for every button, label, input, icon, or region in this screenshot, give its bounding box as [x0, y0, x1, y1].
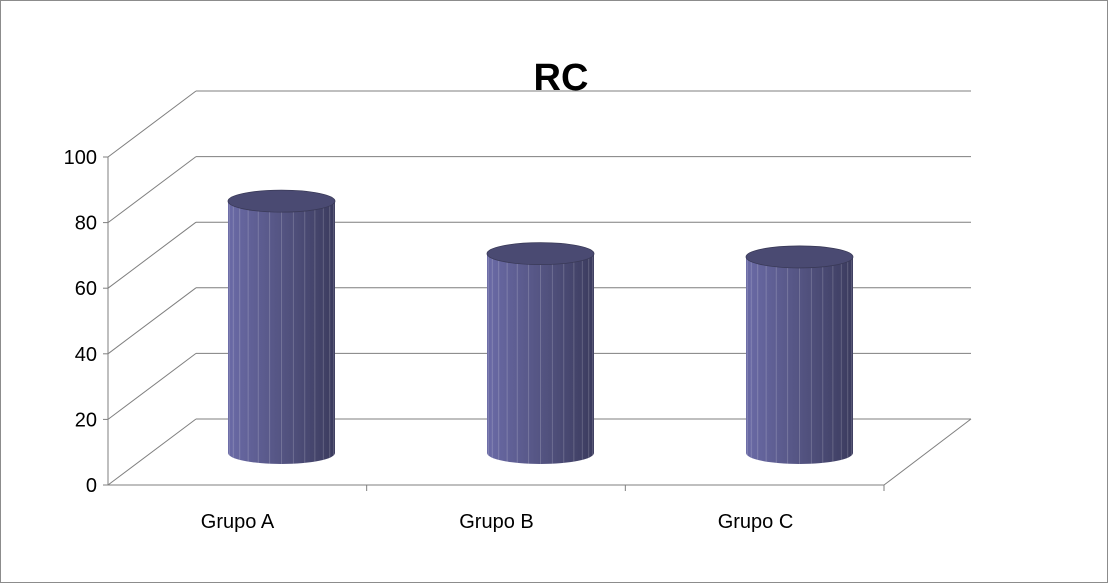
gridline-side [107, 156, 197, 224]
axes [103, 156, 972, 491]
y-tick-label: 20 [75, 409, 97, 431]
y-tick-label: 0 [86, 475, 97, 497]
y-tick-label: 60 [75, 278, 97, 300]
gridline-side [107, 352, 197, 420]
x-category-label: Grupo A [201, 511, 275, 533]
chart-title: RC [534, 57, 589, 99]
y-tick-label: 40 [75, 344, 97, 366]
y-tick-label: 100 [64, 147, 97, 169]
bar-body [746, 256, 853, 465]
bar-body [487, 253, 594, 465]
bar-body [228, 201, 335, 465]
bars [227, 189, 854, 465]
gridline-side [107, 221, 197, 289]
gridline-side [107, 90, 197, 158]
bar-top [745, 245, 854, 269]
gridline-side [107, 287, 197, 355]
y-tick-labels: 0 20 40 60 80 100 [64, 147, 97, 497]
bar-cylinder [486, 242, 595, 465]
bar-top [227, 189, 336, 213]
bar-cylinder [227, 189, 336, 465]
floor-right-edge [883, 418, 972, 486]
x-category-label: Grupo B [459, 511, 533, 533]
y-tick-label: 80 [75, 213, 97, 235]
bar-cylinder [745, 245, 854, 465]
bar-top [486, 242, 595, 266]
x-category-label: Grupo C [718, 511, 794, 533]
x-category-labels: Grupo A Grupo B Grupo C [201, 511, 793, 533]
gridline-side [107, 418, 197, 486]
